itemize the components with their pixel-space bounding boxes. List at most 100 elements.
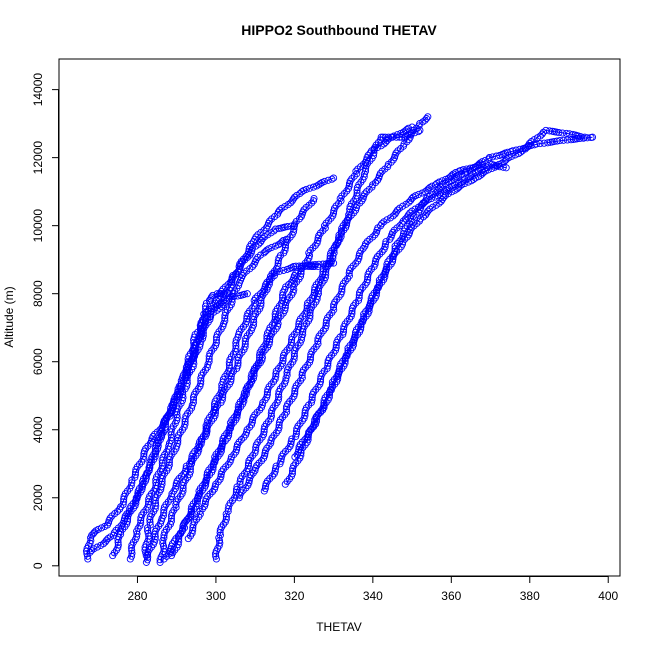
data-point: [296, 272, 305, 280]
data-point: [232, 269, 240, 277]
data-point: [196, 490, 204, 498]
data-point: [191, 447, 199, 455]
data-point: [302, 185, 310, 193]
data-point: [189, 396, 198, 404]
data-point: [174, 540, 182, 549]
data-point: [201, 500, 209, 508]
data-point: [316, 378, 325, 386]
data-point: [237, 436, 245, 444]
data-point: [434, 187, 442, 195]
data-point: [253, 408, 261, 416]
data-point: [272, 372, 280, 380]
data-point: [376, 250, 384, 258]
data-point: [259, 234, 267, 243]
data-point: [258, 356, 266, 364]
data-point: [408, 224, 416, 232]
data-point: [263, 393, 271, 401]
data-point: [243, 317, 251, 325]
data-point: [347, 211, 355, 219]
data-point: [238, 272, 246, 280]
data-point: [326, 255, 334, 263]
data-point: [212, 552, 220, 560]
data-point: [241, 343, 249, 351]
data-point: [345, 214, 353, 222]
data-point: [517, 148, 525, 156]
y-tick-label: 6000: [31, 348, 45, 375]
data-point: [204, 492, 212, 501]
data-point: [206, 315, 214, 324]
data-point: [219, 393, 227, 401]
data-point: [440, 193, 448, 202]
data-point: [385, 262, 393, 271]
data-point: [341, 359, 349, 367]
data-point: [146, 464, 154, 472]
data-point: [213, 296, 221, 305]
data-point: [173, 411, 181, 419]
data-point: [217, 473, 225, 481]
data-point: [588, 133, 597, 141]
data-point: [401, 235, 409, 243]
data-point: [306, 356, 314, 364]
data-point: [279, 357, 287, 365]
data-point: [281, 306, 289, 314]
data-point: [207, 293, 216, 301]
data-point: [291, 390, 299, 398]
data-point: [243, 290, 251, 298]
data-point: [461, 179, 469, 188]
y-axis: 0 2000 4000 6000 8000 10000 12000 14000: [31, 73, 59, 569]
data-point: [298, 374, 306, 382]
data-point: [388, 257, 397, 266]
chart-title: HIPPO2 Southbound THETAV: [241, 22, 437, 38]
data-point: [355, 294, 363, 302]
data-point: [172, 482, 180, 490]
plot-frame: [58, 58, 621, 577]
data-point: [218, 442, 226, 451]
data-point: [234, 408, 242, 417]
data-point: [174, 437, 182, 445]
y-tick-label: 12000: [31, 141, 45, 175]
data-point: [146, 518, 154, 526]
data-point: [413, 219, 421, 227]
data-point: [278, 359, 286, 367]
data-point: [240, 397, 248, 405]
data-point: [363, 237, 371, 246]
data-point: [267, 439, 275, 447]
data-point: [203, 474, 211, 482]
data-point: [195, 446, 203, 454]
data-point: [325, 393, 333, 401]
data-point: [438, 181, 446, 189]
data-point: [373, 289, 381, 297]
data-point: [272, 462, 280, 470]
data-point: [289, 288, 297, 296]
data-point: [289, 195, 297, 203]
data-point: [508, 152, 516, 160]
data-point: [581, 133, 589, 141]
data-point: [310, 421, 318, 429]
data-point: [244, 253, 252, 261]
data-point: [114, 544, 122, 552]
data-point: [160, 534, 168, 542]
data-point: [365, 304, 373, 312]
data-point: [235, 494, 243, 502]
x-tick-label: 340: [363, 589, 383, 603]
data-point: [412, 192, 420, 200]
data-point: [207, 313, 215, 321]
data-point: [317, 375, 325, 383]
data-point: [159, 542, 168, 550]
data-point: [266, 217, 274, 225]
data-point: [287, 199, 295, 207]
data-point: [128, 549, 136, 557]
data-point: [325, 391, 334, 399]
data-point: [319, 227, 327, 235]
data-point: [205, 358, 213, 366]
data-point: [294, 448, 302, 456]
data-point: [190, 360, 198, 368]
data-point: [143, 556, 152, 564]
data-point: [261, 452, 269, 460]
data-point: [415, 190, 423, 198]
data-point: [391, 210, 399, 218]
data-point: [577, 133, 585, 141]
data-point: [114, 541, 122, 549]
data-point: [262, 482, 270, 490]
